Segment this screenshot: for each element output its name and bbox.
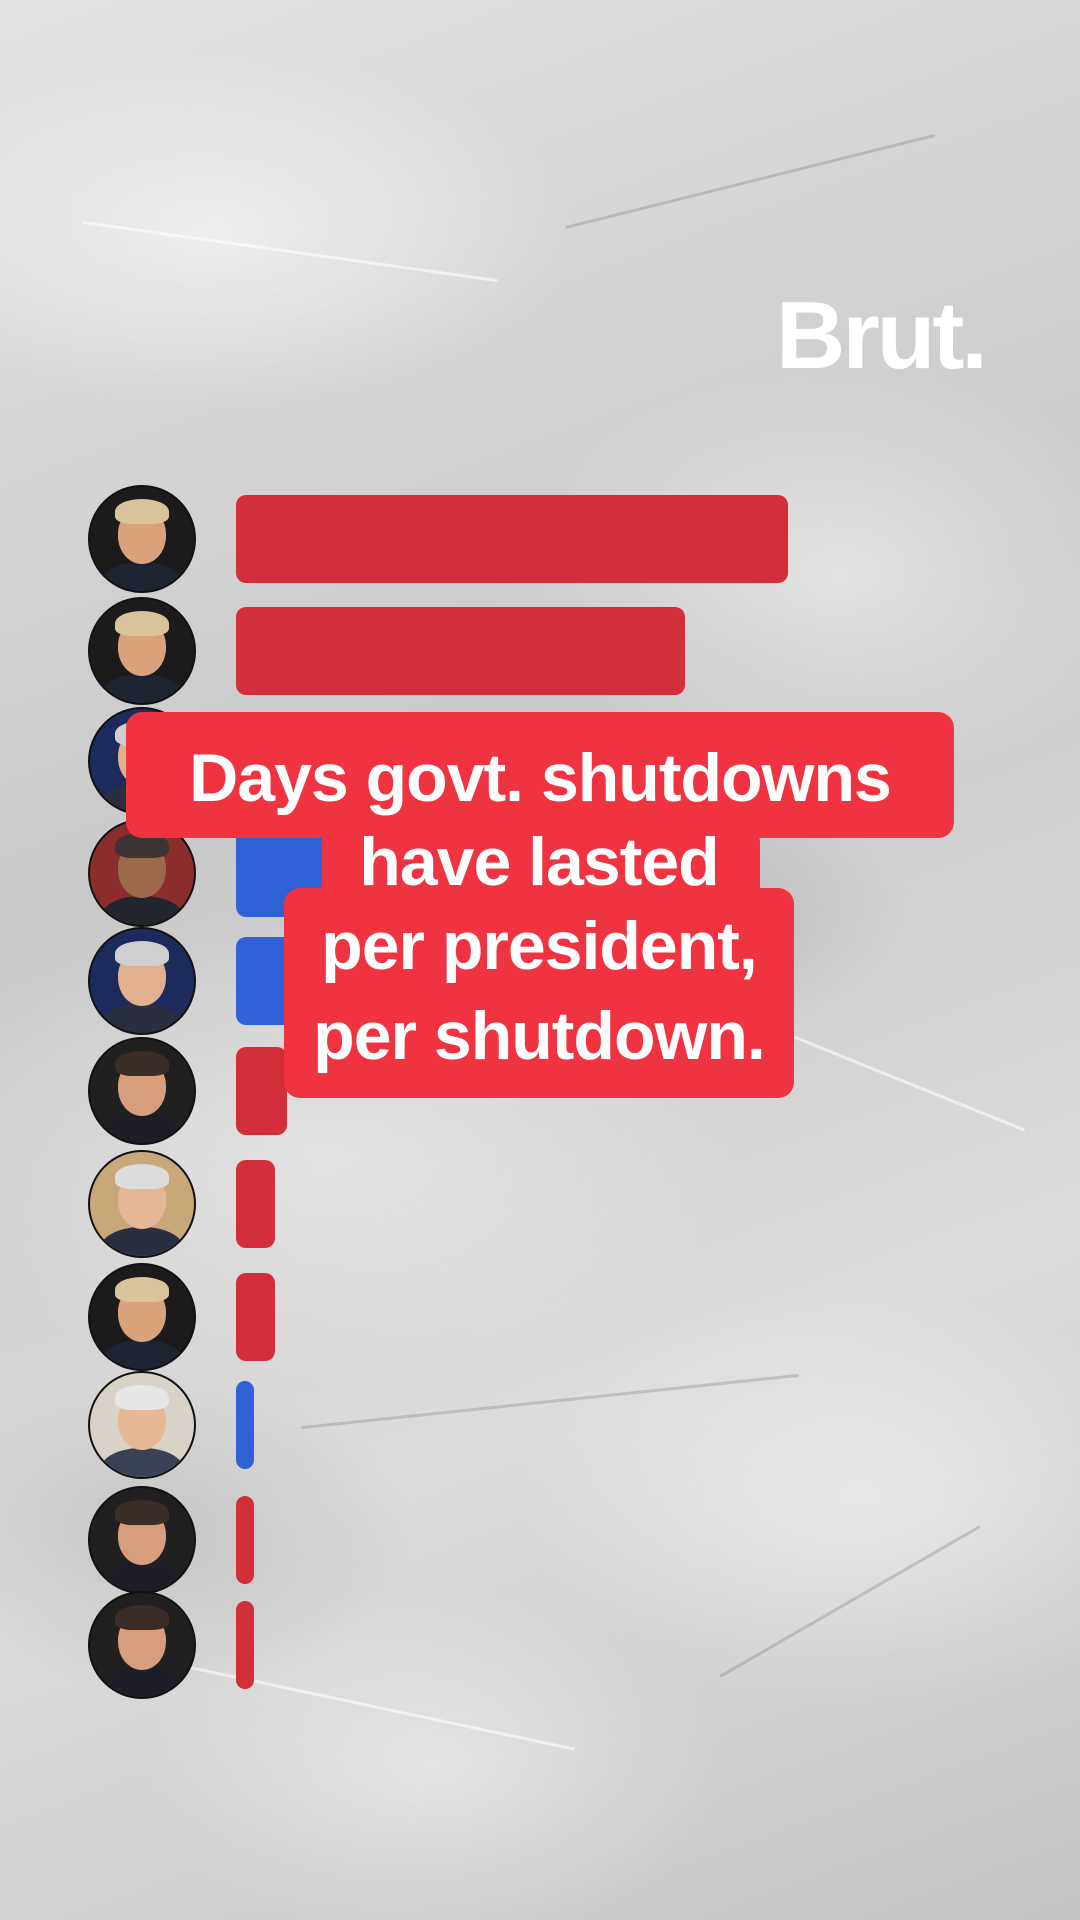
caption-box xyxy=(126,712,954,838)
bar-1 xyxy=(236,495,788,583)
brut-logo: Brut. xyxy=(776,282,988,389)
bar-6 xyxy=(236,1047,287,1135)
caption-line-1: Days govt. shutdowns xyxy=(189,740,892,816)
bar-2 xyxy=(236,607,685,695)
bar-8 xyxy=(236,1273,275,1361)
reagan-portrait-icon xyxy=(88,1486,196,1594)
bar-11 xyxy=(236,1601,254,1689)
bar-7 xyxy=(236,1160,275,1248)
reagan-portrait-icon xyxy=(88,1037,196,1145)
caption-line-4: per shutdown. xyxy=(313,998,766,1074)
trump-portrait-icon xyxy=(88,1263,196,1371)
caption-line-2: have lasted xyxy=(359,824,719,900)
reagan-portrait-icon xyxy=(88,1591,196,1699)
trump-portrait-icon xyxy=(88,485,196,593)
bar-10 xyxy=(236,1496,254,1584)
carter-portrait-icon xyxy=(88,1371,196,1479)
trump-portrait-icon xyxy=(88,597,196,705)
caption-line-3: per president, xyxy=(321,908,758,984)
clinton-portrait-icon xyxy=(88,927,196,1035)
caption-box xyxy=(284,888,794,1098)
bush-portrait-icon xyxy=(88,1150,196,1258)
bar-9 xyxy=(236,1381,254,1469)
